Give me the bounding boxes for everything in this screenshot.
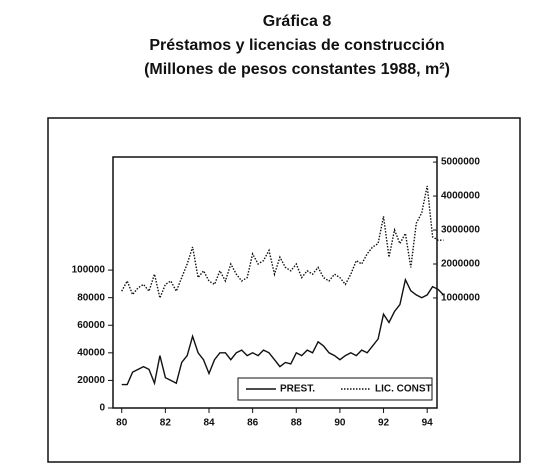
x-tick-label: 84 xyxy=(203,418,215,429)
x-tick-label: 90 xyxy=(334,418,346,429)
series-line xyxy=(121,185,444,301)
legend-label: PREST. xyxy=(280,384,315,395)
y-tick-label: 60000 xyxy=(77,320,105,331)
chart-title: Gráfica 8 xyxy=(263,13,332,30)
x-tick-label: 82 xyxy=(160,418,172,429)
x-tick-label: 86 xyxy=(247,418,259,429)
plot-area xyxy=(112,156,438,409)
y2-tick-label: 1000000 xyxy=(441,293,480,304)
series-line xyxy=(121,277,444,386)
y-tick-label: 20000 xyxy=(77,375,105,386)
x-tick-label: 80 xyxy=(116,418,128,429)
chart-subtitle: Préstamos y licencias de construcción xyxy=(149,37,444,54)
x-tick-label: 88 xyxy=(291,418,303,429)
y2-tick-label: 2000000 xyxy=(441,259,480,270)
y-tick-label: 0 xyxy=(99,403,105,414)
y2-tick-label: 3000000 xyxy=(441,225,480,236)
y2-tick-label: 4000000 xyxy=(441,191,480,202)
y-tick-label: 40000 xyxy=(77,347,105,358)
y-tick-label: 100000 xyxy=(72,265,106,276)
x-tick-label: 92 xyxy=(378,418,390,429)
frame xyxy=(47,117,521,463)
chart-subtitle: (Millones de pesos constantes 1988, m²) xyxy=(144,61,450,78)
y2-tick-label: 5000000 xyxy=(441,157,480,168)
legend-box xyxy=(237,377,433,401)
legend-label: LIC. CONST xyxy=(375,384,432,395)
y-tick-label: 80000 xyxy=(77,292,105,303)
x-tick-label: 94 xyxy=(422,418,434,429)
